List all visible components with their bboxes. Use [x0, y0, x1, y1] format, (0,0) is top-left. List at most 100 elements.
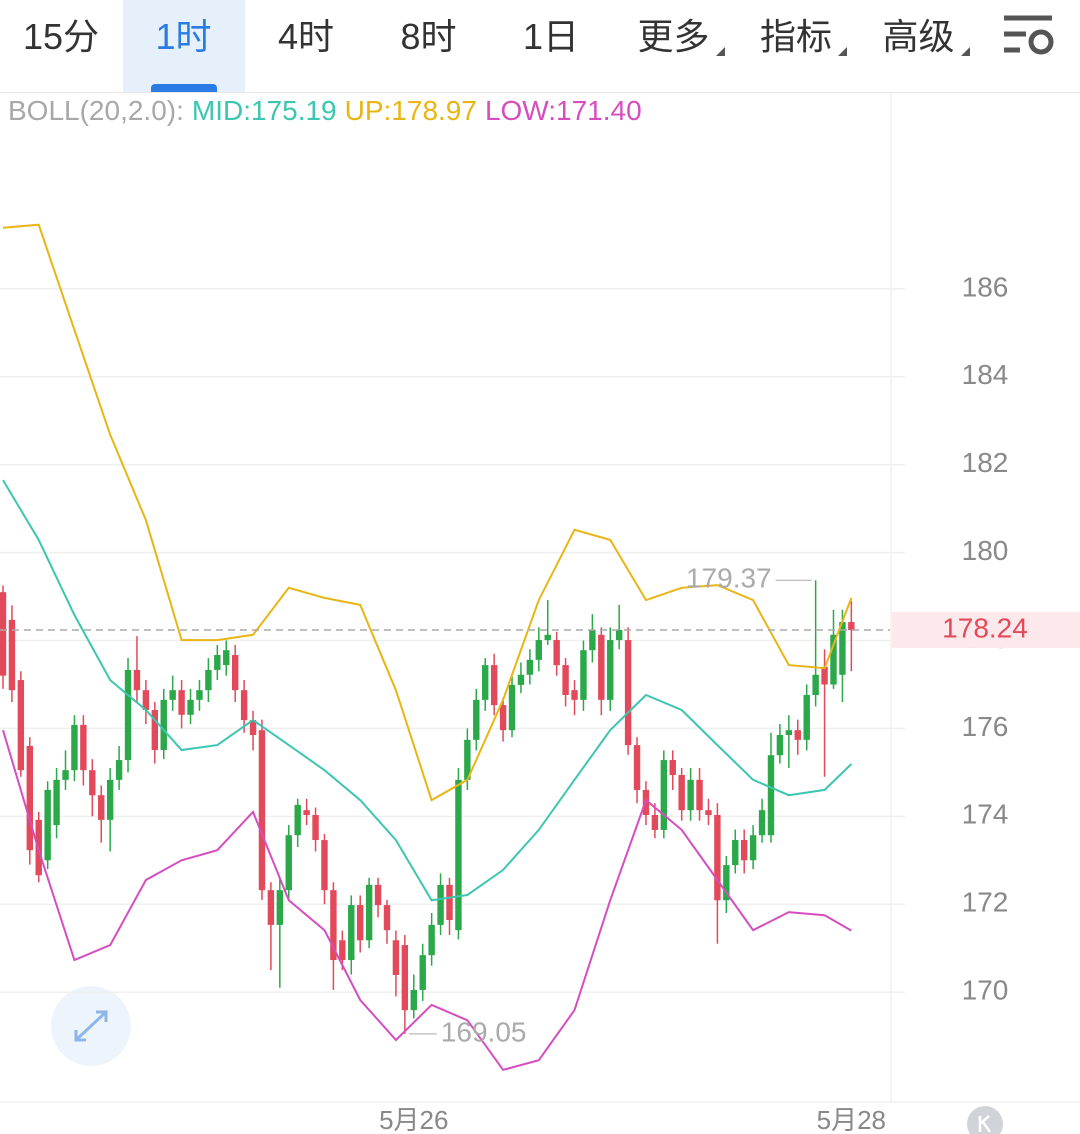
candle-body	[89, 770, 96, 796]
toolbar: 15分 1时 4时 8时 1日 更多 指标 高级	[0, 0, 1080, 93]
candle-body	[214, 655, 221, 670]
candle-body	[714, 814, 721, 901]
dropdown-arrow	[838, 47, 847, 56]
candle-body	[651, 814, 659, 830]
candle-body	[348, 905, 355, 961]
candle-body	[446, 884, 453, 921]
candle-body	[669, 760, 676, 776]
candle-body	[553, 640, 560, 666]
candle-body	[660, 760, 668, 830]
k-badge[interactable]	[967, 1106, 1003, 1134]
candle-body	[17, 680, 25, 771]
candle-body	[767, 755, 775, 836]
candle-body	[26, 745, 33, 851]
candle-body	[365, 884, 373, 941]
candle-body	[562, 665, 569, 696]
timeframe-tab[interactable]: 4时	[277, 16, 335, 57]
candle-body	[758, 810, 766, 836]
legend-item: LOW:171.40	[485, 95, 642, 126]
settings-icon[interactable]	[1004, 15, 1054, 55]
expand-button[interactable]	[51, 986, 131, 1066]
candle-body	[142, 690, 150, 710]
candle-body	[44, 789, 51, 861]
legend-item: BOLL(20,2.0):	[8, 95, 184, 126]
boll-line	[2, 729, 852, 1072]
legend-item: MID:175.19	[192, 95, 337, 126]
candle-body	[598, 634, 605, 700]
candle-body	[723, 865, 730, 901]
candle-body	[196, 690, 203, 700]
legend-item: UP:178.97	[345, 95, 477, 126]
candle-body	[231, 655, 239, 691]
y-tick-label: 172	[962, 887, 1009, 918]
legend: BOLL(20,2.0): MID:175.19 UP:178.97 LOW:171.…	[8, 95, 642, 126]
last-price-box	[892, 611, 1080, 648]
candle-body	[258, 730, 266, 891]
candle-body	[419, 955, 426, 990]
candle-body	[473, 699, 480, 740]
candle-body	[285, 835, 292, 891]
candle-body	[330, 890, 337, 961]
boll-line	[2, 479, 853, 902]
candle-body	[0, 592, 7, 676]
y-tick-label: 186	[962, 271, 1009, 302]
candle-body	[249, 720, 257, 736]
candle-body	[624, 640, 632, 746]
candle-body	[464, 739, 471, 780]
grid	[0, 288, 905, 993]
last-price-label: 178.24	[942, 612, 1028, 643]
candle-body	[571, 690, 578, 700]
candle-body	[53, 779, 60, 826]
candle-body	[848, 622, 855, 630]
candle-body	[839, 622, 846, 675]
candle-body	[482, 665, 489, 700]
candle-body	[106, 779, 114, 820]
candle-body	[98, 795, 105, 820]
y-tick-label: 170	[962, 975, 1009, 1006]
candle-body	[455, 779, 462, 931]
timeframe-tab[interactable]: 8时	[400, 16, 457, 57]
candle-body	[732, 840, 739, 866]
dropdown-arrow	[715, 47, 725, 56]
candle-body	[499, 705, 507, 731]
candle-body	[223, 650, 230, 666]
candle-body	[133, 669, 141, 691]
candle-body	[178, 690, 185, 715]
candle-body	[508, 684, 516, 731]
candle-body	[8, 619, 16, 691]
candle-body	[821, 666, 828, 685]
candle-body	[615, 629, 623, 641]
candle-body	[160, 699, 167, 750]
candle-body	[580, 650, 587, 700]
candle-body	[749, 835, 757, 861]
candle-body	[696, 779, 703, 811]
dropdown-arrow	[960, 47, 970, 56]
candle-body	[276, 890, 284, 925]
timeframe-tab[interactable]: 高级	[858, 0, 980, 92]
candle-body	[535, 640, 542, 660]
candle-body	[607, 640, 614, 700]
timeframe-tab[interactable]: 1时	[122, 0, 245, 92]
candle-body	[115, 760, 123, 780]
candle-body	[187, 699, 194, 715]
candle-body	[803, 695, 810, 740]
candle-body	[785, 730, 793, 736]
candle-body	[240, 690, 248, 721]
y-tick-label: 174	[962, 799, 1009, 830]
y-tick-label: 176	[962, 711, 1009, 742]
timeframe-tab[interactable]: 1日	[522, 16, 580, 57]
timeframe-tab[interactable]: 15分	[22, 16, 100, 57]
candle-body	[687, 779, 694, 811]
candle-body	[267, 890, 275, 925]
low-label: 169.05	[441, 1016, 527, 1047]
candle-body	[776, 735, 784, 756]
timeframe-tab[interactable]: 更多	[613, 0, 735, 92]
candle-body	[71, 724, 78, 771]
candle-body	[526, 659, 534, 675]
candle-body	[517, 674, 525, 685]
candle-body	[321, 840, 328, 891]
timeframe-tab[interactable]: 指标	[735, 0, 857, 92]
candle-body	[124, 669, 132, 761]
